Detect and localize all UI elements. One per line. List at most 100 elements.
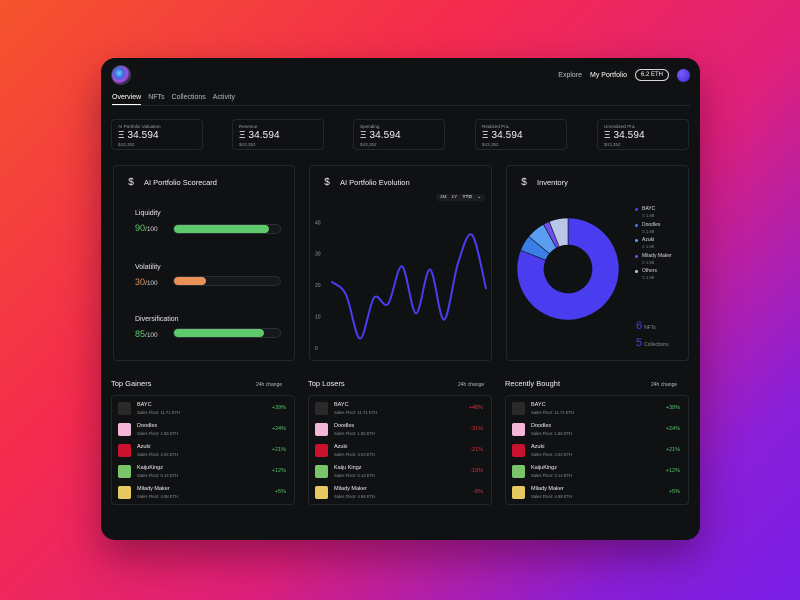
item-change: +12% bbox=[665, 468, 680, 474]
item-floor-price: Sales Floor: 11.71 ETH bbox=[531, 410, 575, 415]
tab-collections[interactable]: Collections bbox=[171, 94, 206, 101]
section-period-label[interactable]: 24h change bbox=[256, 382, 283, 388]
range-ytd[interactable]: YTD bbox=[462, 195, 472, 200]
list-item[interactable]: BAYC Sales Floor: 11.71 ETH +39% bbox=[512, 401, 680, 417]
range-1y[interactable]: 1Y bbox=[451, 195, 458, 200]
item-name: KaijuKingz bbox=[531, 465, 557, 471]
range-1m[interactable]: 1M bbox=[439, 195, 447, 200]
item-name: Kaiju Kingz bbox=[334, 465, 362, 471]
stat-value: Ξ 34.594 bbox=[360, 130, 401, 141]
metric-bar bbox=[173, 276, 281, 286]
nft-thumbnail bbox=[118, 402, 131, 415]
nft-thumbnail bbox=[315, 486, 328, 499]
item-change: -21% bbox=[470, 447, 483, 453]
tab-bar: Overview NFTs Collections Activity bbox=[112, 94, 235, 105]
count-value: 6 bbox=[636, 320, 643, 332]
item-name: Milady Maker bbox=[531, 486, 564, 492]
item-floor-price: Sales Floor: 4.98 ETH bbox=[334, 494, 376, 499]
list-item[interactable]: Milady Maker Sales Floor: 4.98 ETH +5% bbox=[118, 485, 286, 501]
item-floor-price: Sales Floor: 0.14 ETH bbox=[334, 473, 376, 478]
legend-item: Doodles Ξ 1.98 bbox=[635, 222, 672, 234]
list-item[interactable]: KaijuKingz Sales Floor: 0.14 ETH +12% bbox=[512, 464, 680, 480]
donut-slice-others[interactable] bbox=[548, 217, 569, 248]
legend-item: Milady Maker Ξ 1.98 bbox=[635, 253, 672, 265]
metric-bar bbox=[173, 328, 281, 338]
nft-thumbnail bbox=[512, 465, 525, 478]
item-floor-price: Sales Floor: 4.04 ETH bbox=[137, 452, 179, 457]
nav-explore[interactable]: Explore bbox=[558, 71, 583, 79]
item-floor-price: Sales Floor: 0.14 ETH bbox=[137, 473, 179, 478]
stat-value: Ξ 34.594 bbox=[239, 130, 280, 141]
section-period-label[interactable]: 24h change bbox=[458, 382, 485, 388]
legend-item: BAYC Ξ 1.98 bbox=[635, 206, 672, 218]
stat-card-valuation: AI Portfolio Valuation Ξ 34.594 $43,352 bbox=[111, 119, 203, 150]
donut-slice-bayc[interactable] bbox=[516, 217, 620, 321]
metric-score: 30/100 bbox=[135, 277, 158, 287]
list-item[interactable]: Milady Maker Sales Floor: 4.98 ETH +5% bbox=[512, 485, 680, 501]
item-floor-price: Sales Floor: 4.04 ETH bbox=[334, 452, 376, 457]
metric-score: 90/100 bbox=[135, 223, 158, 233]
list-item[interactable]: Kaiju Kingz Sales Floor: 0.14 ETH -19% bbox=[315, 464, 483, 480]
legend-value: Ξ 1.98 bbox=[642, 244, 655, 249]
range-toggle[interactable]: 1M 1Y YTD ⌄ bbox=[435, 194, 485, 201]
item-change: -19% bbox=[470, 468, 483, 474]
item-floor-price: Sales Floor: 4.04 ETH bbox=[531, 452, 573, 457]
count-label: NFTs bbox=[644, 325, 656, 331]
item-floor-price: Sales Floor: 0.14 ETH bbox=[531, 473, 573, 478]
item-change: +24% bbox=[271, 426, 286, 432]
chevron-down-icon[interactable]: ⌄ bbox=[476, 195, 481, 200]
panel-header: $ AI Portfolio Scorecard bbox=[127, 177, 217, 188]
stat-label: Spending bbox=[360, 124, 380, 129]
tab-activity[interactable]: Activity bbox=[212, 94, 235, 101]
list-item[interactable]: Doodles Sales Floor: 1.56 ETH +24% bbox=[512, 422, 680, 438]
list-item[interactable]: Azuki Sales Floor: 4.04 ETH -21% bbox=[315, 443, 483, 459]
item-name: Azuki bbox=[137, 444, 151, 450]
list-item[interactable]: BAYC Sales Floor: 11.71 ETH +39% bbox=[118, 401, 286, 417]
list-item[interactable]: Azuki Sales Floor: 4.04 ETH +21% bbox=[512, 443, 680, 459]
count-value: 5 bbox=[636, 337, 643, 349]
item-name: Doodles bbox=[334, 423, 355, 429]
metric-score: 85/100 bbox=[135, 329, 158, 339]
section-period-label[interactable]: 24h change bbox=[651, 382, 678, 388]
item-name: Azuki bbox=[531, 444, 545, 450]
list-item[interactable]: Azuki Sales Floor: 4.04 ETH +21% bbox=[118, 443, 286, 459]
avatar[interactable] bbox=[677, 68, 690, 82]
y-tick-label: 30 bbox=[315, 252, 321, 258]
tab-overview[interactable]: Overview bbox=[112, 94, 142, 105]
item-name: KaijuKingz bbox=[137, 465, 163, 471]
item-change: +21% bbox=[271, 447, 286, 453]
series-line bbox=[331, 233, 487, 340]
panel-header: $ AI Portfolio Evolution bbox=[323, 177, 410, 188]
section-title-top-gainers: Top Gainers bbox=[111, 379, 152, 388]
legend-name: Milady Maker bbox=[642, 252, 672, 259]
legend-name: Doodles bbox=[642, 221, 661, 228]
item-name: Milady Maker bbox=[137, 486, 170, 492]
inventory-legend: BAYC Ξ 1.98 Doodles Ξ 1.98 Azuki Ξ 1.98 … bbox=[635, 206, 672, 284]
legend-dot bbox=[635, 208, 638, 211]
item-name: Doodles bbox=[137, 423, 158, 429]
stat-value: Ξ 34.594 bbox=[482, 130, 523, 141]
panel-title: AI Portfolio Evolution bbox=[340, 178, 410, 187]
item-floor-price: Sales Floor: 1.56 ETH bbox=[334, 431, 376, 436]
metric-bar-fill bbox=[174, 329, 265, 337]
list-item[interactable]: Doodles Sales Floor: 1.56 ETH +24% bbox=[118, 422, 286, 438]
panel-title: AI Portfolio Scorecard bbox=[144, 178, 217, 187]
nft-thumbnail bbox=[315, 423, 328, 436]
nav-my-portfolio[interactable]: My Portfolio bbox=[590, 71, 627, 79]
collections-count: 5 Collections bbox=[636, 337, 669, 349]
metric-bar-fill bbox=[174, 225, 270, 233]
metric-bar bbox=[173, 224, 281, 234]
list-item[interactable]: KaijuKingz Sales Floor: 0.14 ETH +12% bbox=[118, 464, 286, 480]
logo-icon[interactable] bbox=[111, 65, 131, 85]
legend-value: Ξ 1.98 bbox=[642, 213, 655, 218]
list-item[interactable]: Doodles Sales Floor: 1.56 ETH -31% bbox=[315, 422, 483, 438]
score-max: /100 bbox=[145, 226, 158, 233]
list-item[interactable]: BAYC Sales Floor: 11.71 ETH +48% bbox=[315, 401, 483, 417]
item-floor-price: Sales Floor: 11.71 ETH bbox=[137, 410, 181, 415]
stat-label: Unrealized PnL bbox=[604, 124, 636, 129]
eth-balance-pill[interactable]: 6.2 ETH bbox=[634, 69, 669, 81]
list-item[interactable]: Milady Maker Sales Floor: 4.98 ETH -8% bbox=[315, 485, 483, 501]
tab-nfts[interactable]: NFTs bbox=[148, 94, 165, 101]
metric-label: Volatility bbox=[135, 264, 161, 271]
stat-sub: $43,352 bbox=[482, 142, 499, 147]
